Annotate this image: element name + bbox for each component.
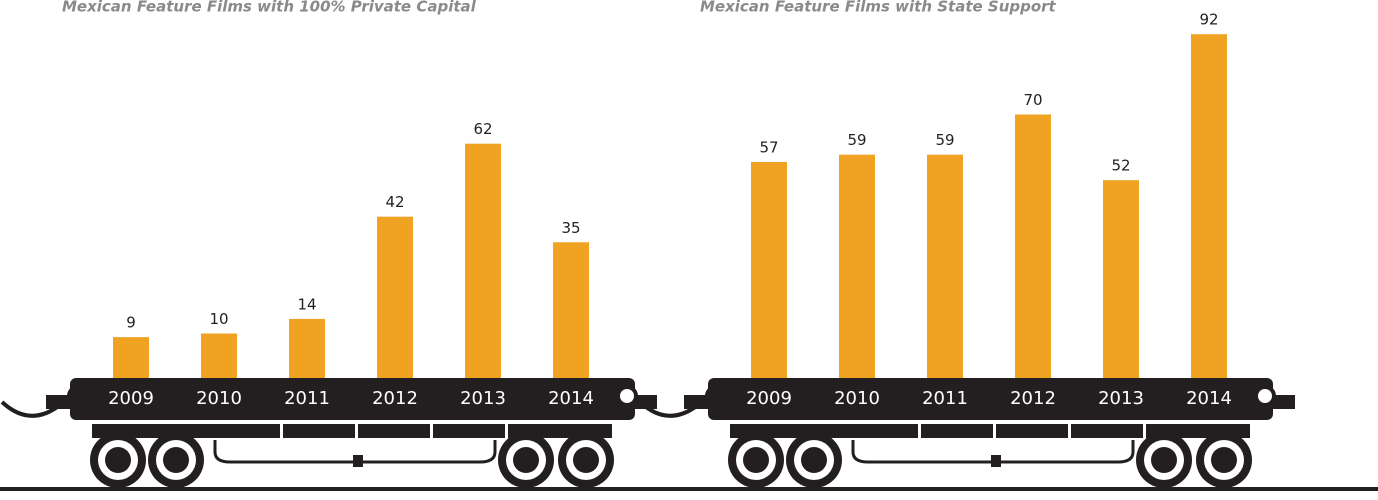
frame bbox=[92, 424, 612, 438]
frame-gap bbox=[430, 424, 433, 438]
buffer bbox=[1254, 385, 1276, 407]
car-body bbox=[70, 378, 635, 420]
coupler bbox=[635, 395, 657, 409]
wheel-hub bbox=[1211, 447, 1237, 473]
x-tick-label: 2011 bbox=[284, 388, 330, 409]
x-tick-label: 2012 bbox=[372, 388, 418, 409]
bar bbox=[1191, 34, 1227, 378]
x-tick-label: 2012 bbox=[1010, 388, 1056, 409]
bar bbox=[927, 154, 963, 378]
coupler bbox=[1273, 395, 1295, 409]
bar bbox=[839, 154, 875, 378]
x-tick-label: 2010 bbox=[196, 388, 242, 409]
wheel-hub bbox=[513, 447, 539, 473]
frame-gap bbox=[1143, 424, 1146, 438]
bar bbox=[201, 333, 237, 378]
tank-valve bbox=[353, 455, 363, 467]
value-label: 14 bbox=[297, 295, 316, 313]
wheel-hub bbox=[1151, 447, 1177, 473]
bar bbox=[553, 242, 589, 378]
x-tick-label: 2010 bbox=[834, 388, 880, 409]
value-label: 92 bbox=[1199, 11, 1218, 29]
bar bbox=[113, 337, 149, 378]
frame-gap bbox=[918, 424, 921, 438]
wheel-hub bbox=[105, 447, 131, 473]
value-label: 52 bbox=[1111, 157, 1130, 175]
car-body bbox=[708, 378, 1273, 420]
coupler bbox=[684, 395, 708, 409]
frame-gap bbox=[280, 424, 283, 438]
wheel-hub bbox=[801, 447, 827, 473]
x-tick-label: 2014 bbox=[1186, 388, 1232, 409]
bar bbox=[1015, 114, 1051, 378]
rail bbox=[0, 487, 1378, 491]
bar bbox=[289, 318, 325, 378]
frame-gap bbox=[355, 424, 358, 438]
frame bbox=[730, 424, 1250, 438]
x-tick-label: 2011 bbox=[922, 388, 968, 409]
x-tick-label: 2014 bbox=[548, 388, 594, 409]
frame-gap bbox=[1068, 424, 1071, 438]
frame-gap bbox=[993, 424, 996, 438]
x-tick-label: 2013 bbox=[1098, 388, 1144, 409]
x-tick-label: 2013 bbox=[460, 388, 506, 409]
buffer bbox=[616, 385, 638, 407]
chart-title: Mexican Feature Films with 100% Private … bbox=[62, 0, 477, 16]
value-label: 42 bbox=[385, 193, 404, 211]
value-label: 70 bbox=[1023, 91, 1042, 109]
bar bbox=[465, 143, 501, 378]
value-label: 9 bbox=[126, 314, 136, 332]
tank-valve bbox=[991, 455, 1001, 467]
value-label: 62 bbox=[473, 120, 492, 138]
bar bbox=[377, 216, 413, 378]
wheel-hub bbox=[573, 447, 599, 473]
coupler bbox=[46, 395, 70, 409]
x-tick-label: 2009 bbox=[108, 388, 154, 409]
chart-title: Mexican Feature Films with State Support bbox=[700, 0, 1057, 16]
x-tick-label: 2009 bbox=[746, 388, 792, 409]
wheel-hub bbox=[163, 447, 189, 473]
wheel-hub bbox=[743, 447, 769, 473]
frame-gap bbox=[505, 424, 508, 438]
value-label: 59 bbox=[847, 131, 866, 149]
bar bbox=[1103, 180, 1139, 378]
value-label: 57 bbox=[759, 138, 778, 156]
bar bbox=[751, 161, 787, 378]
value-label: 10 bbox=[209, 310, 228, 328]
value-label: 59 bbox=[935, 131, 954, 149]
value-label: 35 bbox=[561, 219, 580, 237]
